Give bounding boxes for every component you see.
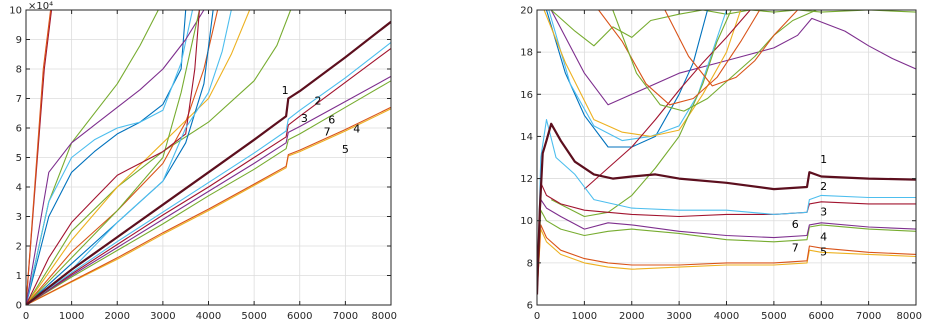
x-tick-label: 1000	[59, 311, 84, 322]
y-tick-label: 3	[16, 212, 22, 223]
series-line-3	[26, 47, 391, 305]
y-tick-label: 14	[520, 132, 533, 143]
series-line-5	[26, 108, 391, 305]
series-line	[26, 10, 194, 305]
y-tick-label: 9	[16, 35, 22, 46]
series-line	[584, 10, 751, 190]
curve-annotation: 1	[820, 153, 827, 166]
curve-annotation: 7	[324, 125, 331, 138]
x-tick-label: 4000	[196, 311, 221, 322]
left-chart-cumulative: 0 1000 2000 3000 4000 5000 6000 7000 80000123456…	[9, 1, 397, 322]
y-tick-label: 16	[520, 90, 533, 101]
series-line	[26, 10, 52, 305]
series-line-6	[537, 199, 916, 295]
x-tick-label: 2000	[619, 311, 644, 322]
series-line	[26, 10, 251, 305]
series-line	[26, 10, 292, 305]
y-tick-label: 8	[527, 258, 533, 269]
y-tick-label: 10	[520, 216, 533, 227]
x-tick-label: 8000	[372, 311, 397, 322]
y-tick-label: 6	[527, 301, 533, 312]
y-tick-label: 6	[16, 124, 22, 135]
y-tick-label: 1	[16, 271, 22, 282]
series-line	[26, 10, 205, 305]
series-line-2	[26, 41, 391, 305]
x-tick-label: 5000	[761, 311, 786, 322]
y-tick-label: 20	[520, 6, 533, 17]
series-line-4	[537, 224, 916, 295]
series-line-7	[26, 80, 391, 305]
curve-annotation: 4	[353, 122, 360, 135]
curve-annotation: 2	[315, 94, 322, 107]
right-chart-ratio: 0 1000 2000 3000 4000 5000 6000 7000 80006810121…	[520, 6, 922, 323]
x-tick-label: 3000	[150, 311, 175, 322]
curve-annotation: 7	[792, 241, 799, 254]
series-line	[26, 10, 187, 305]
x-tick-label: 1000	[572, 311, 597, 322]
series-line	[26, 10, 200, 305]
series-line-5	[537, 228, 916, 295]
series-line	[26, 10, 232, 305]
y-tick-label: 12	[520, 174, 533, 185]
x-tick-label: 8000	[897, 311, 922, 322]
x-tick-label: 6000	[809, 311, 834, 322]
y-tick-label: 18	[520, 48, 533, 59]
series-line	[664, 10, 799, 87]
x-tick-label: 2000	[105, 311, 130, 322]
series-group	[26, 10, 391, 305]
series-line	[26, 10, 200, 305]
curve-annotation: 6	[328, 114, 335, 127]
series-line-7	[537, 209, 916, 295]
curve-annotation: 3	[301, 112, 308, 125]
series-line-4	[26, 106, 391, 305]
curve-annotation: 1	[282, 84, 289, 97]
x-tick-label: 5000	[241, 311, 266, 322]
curve-annotation: 2	[820, 180, 827, 193]
series-group	[537, 10, 916, 295]
x-tick-label: 4000	[714, 311, 739, 322]
curve-annotation: 4	[820, 231, 827, 244]
series-line-1	[26, 20, 391, 305]
series-line	[598, 10, 761, 106]
series-line-1	[537, 122, 916, 295]
y-tick-label: 4	[16, 183, 22, 194]
curve-annotation: 3	[820, 205, 827, 218]
curve-annotation: 6	[792, 218, 799, 231]
y-exponent-label: ×10⁴	[28, 1, 53, 12]
x-tick-label: 0	[534, 311, 540, 322]
x-tick-label: 6000	[287, 311, 312, 322]
series-line	[612, 10, 817, 112]
y-tick-label: 5	[16, 153, 22, 164]
y-tick-label: 8	[16, 65, 22, 76]
curve-annotation: 5	[820, 245, 827, 258]
y-tick-label: 0	[16, 301, 22, 312]
x-tick-label: 7000	[333, 311, 358, 322]
y-tick-label: 7	[16, 94, 22, 105]
y-tick-label: 10	[9, 6, 22, 17]
series-line-6	[26, 75, 391, 305]
series-line	[26, 10, 219, 305]
x-tick-label: 3000	[666, 311, 691, 322]
x-tick-label: 0	[23, 311, 29, 322]
curve-annotation: 5	[342, 143, 349, 156]
series-line	[550, 10, 732, 218]
x-tick-label: 7000	[856, 311, 881, 322]
y-tick-label: 2	[16, 242, 22, 253]
series-line	[550, 10, 916, 106]
series-line	[543, 10, 742, 137]
series-line-3	[537, 182, 916, 295]
